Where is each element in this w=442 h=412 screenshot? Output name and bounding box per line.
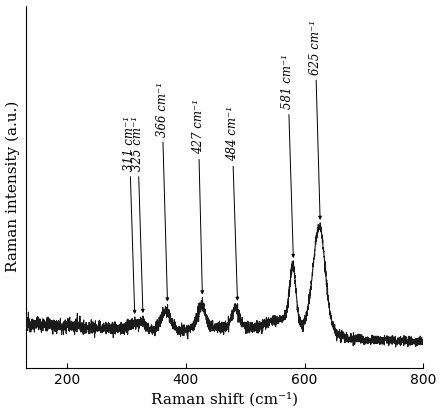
Text: 427 cm⁻¹: 427 cm⁻¹	[192, 99, 205, 293]
Text: 311 cm⁻¹: 311 cm⁻¹	[123, 116, 136, 313]
X-axis label: Raman shift (cm⁻¹): Raman shift (cm⁻¹)	[151, 392, 298, 407]
Text: 581 cm⁻¹: 581 cm⁻¹	[282, 54, 295, 257]
Text: 325 cm⁻¹: 325 cm⁻¹	[131, 116, 144, 312]
Text: 625 cm⁻¹: 625 cm⁻¹	[309, 19, 322, 219]
Text: 484 cm⁻¹: 484 cm⁻¹	[225, 106, 239, 300]
Y-axis label: Raman intensity (a.u.): Raman intensity (a.u.)	[6, 101, 20, 272]
Text: 366 cm⁻¹: 366 cm⁻¹	[156, 82, 169, 301]
